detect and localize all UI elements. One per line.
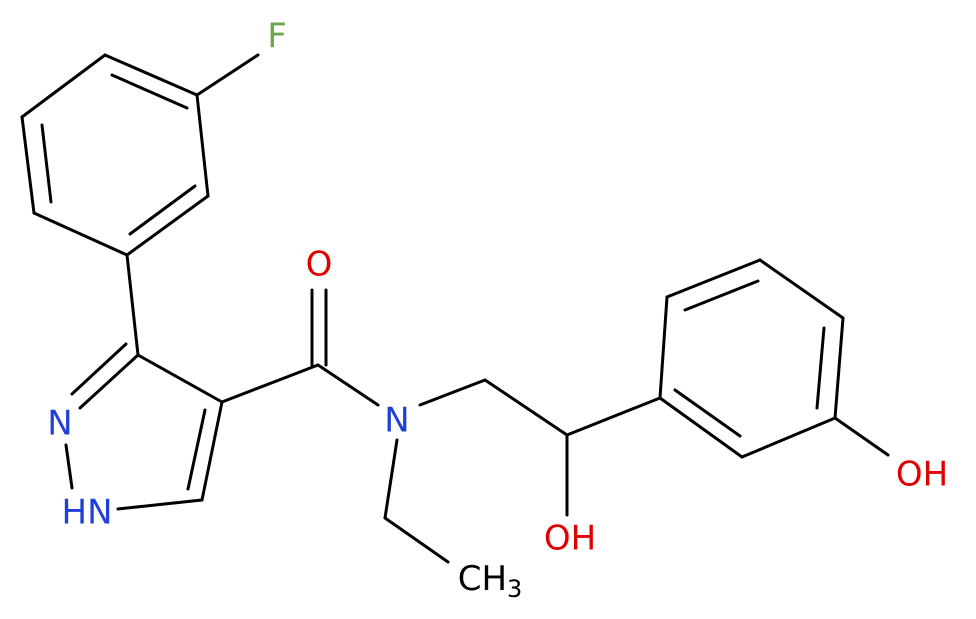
atom-label-subscript: 3 [507, 575, 522, 603]
atom-label: F [267, 17, 287, 57]
atom-label: OH [896, 455, 948, 495]
atom-label: CH3 [458, 559, 523, 604]
atom-label: OH [544, 519, 596, 559]
atom-label-main: CH [458, 559, 507, 599]
atom-label: HN [62, 493, 113, 533]
bonds [20, 53, 890, 564]
atom-label: N [47, 404, 72, 444]
atom-label: N [384, 401, 409, 441]
atom-label: O [306, 245, 333, 285]
